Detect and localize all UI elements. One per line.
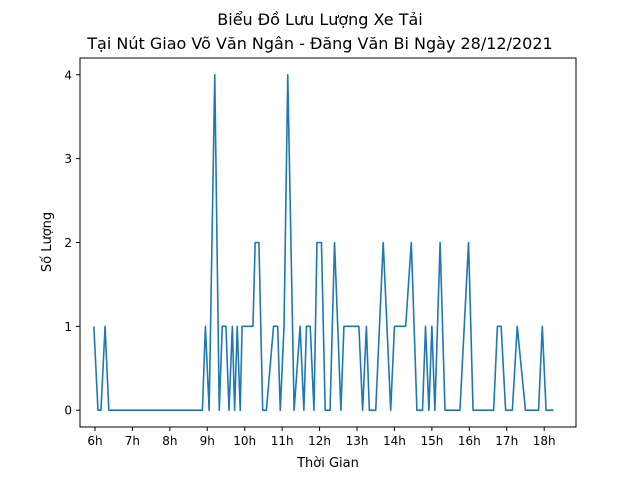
x-axis: 6h 7h 8h 9h 10h 11h 12h 13h 14h 15h 16h 17h 18h	[87, 427, 556, 448]
x-tick-label: 14h	[383, 434, 406, 448]
x-tick-label: 16h	[458, 434, 481, 448]
chart-subtitle: Tại Nút Giao Võ Văn Ngân - Đăng Văn Bi N…	[87, 34, 553, 53]
series-line-0	[93, 73, 554, 412]
y-tick-label: 2	[64, 236, 72, 250]
x-tick-label: 10h	[233, 434, 256, 448]
chart-title: Biểu Đồ Lưu Lượng Xe Tải	[217, 10, 423, 29]
y-tick-label: 4	[64, 68, 72, 82]
y-tick-label: 3	[64, 152, 72, 166]
x-tick-label: 6h	[87, 434, 102, 448]
x-tick-label: 11h	[271, 434, 294, 448]
x-tick-label: 9h	[200, 434, 215, 448]
x-tick-label: 13h	[346, 434, 369, 448]
x-tick-label: 7h	[125, 434, 140, 448]
y-tick-label: 0	[64, 404, 72, 418]
y-axis: 0 1 2 3 4	[64, 68, 80, 418]
x-tick-label: 15h	[420, 434, 443, 448]
y-tick-label: 1	[64, 320, 72, 334]
x-tick-label: 8h	[162, 434, 177, 448]
plot-layer	[93, 73, 554, 412]
plot-area-frame	[79, 57, 577, 428]
x-axis-label: Thời Gian	[296, 456, 359, 471]
y-axis-label: Số Lượng	[40, 212, 55, 272]
x-tick-label: 12h	[308, 434, 331, 448]
x-tick-label: 18h	[533, 434, 556, 448]
x-tick-label: 17h	[495, 434, 518, 448]
